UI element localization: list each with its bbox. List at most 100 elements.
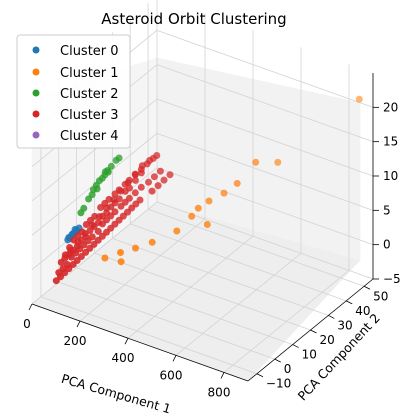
data-point (67, 253, 75, 261)
data-point (66, 244, 74, 251)
x-tick-mark (28, 303, 33, 311)
z-grid-line (31, 98, 158, 202)
data-point (131, 171, 139, 179)
data-point (233, 179, 241, 187)
data-point (117, 202, 125, 210)
z-tick-label: 10 (383, 169, 398, 183)
y-tick-label: 40 (355, 304, 370, 318)
data-point (121, 187, 129, 195)
data-point (173, 227, 181, 235)
y-tick-label: 50 (373, 289, 388, 303)
data-point (97, 204, 105, 211)
x-tick-label: 800 (208, 385, 231, 399)
y-tick-label: 10 (302, 348, 317, 362)
legend-label: Cluster 3 (60, 108, 119, 123)
data-point (137, 169, 145, 177)
y-tick-mark (292, 344, 299, 348)
data-point (150, 173, 158, 181)
legend-item: Cluster 4 (32, 129, 119, 144)
data-point (156, 167, 164, 175)
y-grid-line (40, 296, 258, 375)
legend-marker (32, 68, 40, 76)
legend: Cluster 0 Cluster 1 Cluster 2 Cluster 3 … (16, 34, 131, 149)
data-point (355, 95, 363, 103)
data-point (57, 258, 65, 266)
data-point (252, 158, 260, 166)
data-point (132, 244, 139, 252)
data-point (101, 254, 109, 262)
y-grid-line (58, 281, 275, 360)
x-tick-label: 400 (112, 351, 135, 365)
legend-marker (32, 110, 40, 118)
chart-title: Asteroid Orbit Clustering (101, 10, 286, 28)
y-tick-label: −10 (266, 377, 291, 391)
y-grid-line (147, 208, 365, 287)
data-point (117, 249, 124, 256)
y-tick-mark (274, 358, 281, 363)
data-point (145, 178, 152, 186)
data-point (82, 221, 90, 228)
legend-item: Cluster 1 (32, 66, 119, 81)
x-tick-label: 200 (64, 334, 87, 348)
data-point (166, 171, 174, 179)
z-grid-line (156, 29, 374, 108)
legend-label: Cluster 1 (60, 66, 119, 81)
x-tick-label: 600 (160, 368, 183, 382)
tick-marks (28, 106, 379, 379)
data-point (188, 212, 196, 220)
x-tick-mark (220, 372, 225, 379)
y-tick-mark (328, 315, 335, 319)
data-point (194, 204, 202, 212)
data-point (112, 156, 120, 164)
y-grid-line (112, 238, 329, 316)
legend-label: Cluster 4 (60, 129, 119, 144)
z-tick-label: 15 (383, 135, 398, 149)
y-tick-label: 20 (320, 333, 335, 347)
y-tick-mark (256, 373, 264, 378)
legend-marker (32, 46, 40, 54)
data-point (52, 277, 60, 285)
z-grid-line (31, 201, 158, 305)
data-points (52, 95, 363, 285)
data-point (94, 227, 102, 235)
data-point (220, 189, 228, 197)
legend-item: Cluster 0 (32, 44, 119, 59)
y-tick-label: 30 (337, 318, 352, 332)
data-point (77, 209, 85, 217)
y-grid-line (76, 267, 293, 345)
y-tick-label: 0 (284, 362, 292, 376)
x-tick-mark (124, 338, 129, 345)
z-grid-line (156, 98, 374, 177)
x-tick-mark (76, 320, 81, 328)
data-point (203, 221, 211, 228)
z-tick-label: 0 (383, 238, 391, 252)
legend-marker (32, 131, 40, 139)
data-point (107, 203, 115, 211)
data-point (111, 190, 119, 198)
data-point (131, 189, 139, 197)
legend-frame (16, 34, 131, 149)
data-point (205, 197, 213, 205)
data-point (70, 236, 78, 244)
legend-label: Cluster 2 (60, 87, 119, 102)
data-point (117, 258, 125, 266)
z-grid-line (156, 132, 374, 211)
z-grid-line (156, 64, 374, 143)
legend-item: Cluster 3 (32, 108, 119, 123)
data-point (99, 212, 107, 220)
data-point (160, 176, 168, 184)
z-tick-label: 20 (383, 100, 398, 114)
legend-item: Cluster 2 (32, 87, 119, 102)
data-point (64, 236, 72, 244)
data-point (148, 238, 156, 246)
z-grid-line (156, 167, 374, 246)
y-tick-mark (363, 285, 371, 290)
data-point (137, 183, 145, 191)
x-tick-label: 0 (23, 317, 31, 331)
data-point (274, 158, 282, 166)
z-tick-label: −5 (383, 272, 401, 286)
legend-marker (32, 89, 40, 97)
